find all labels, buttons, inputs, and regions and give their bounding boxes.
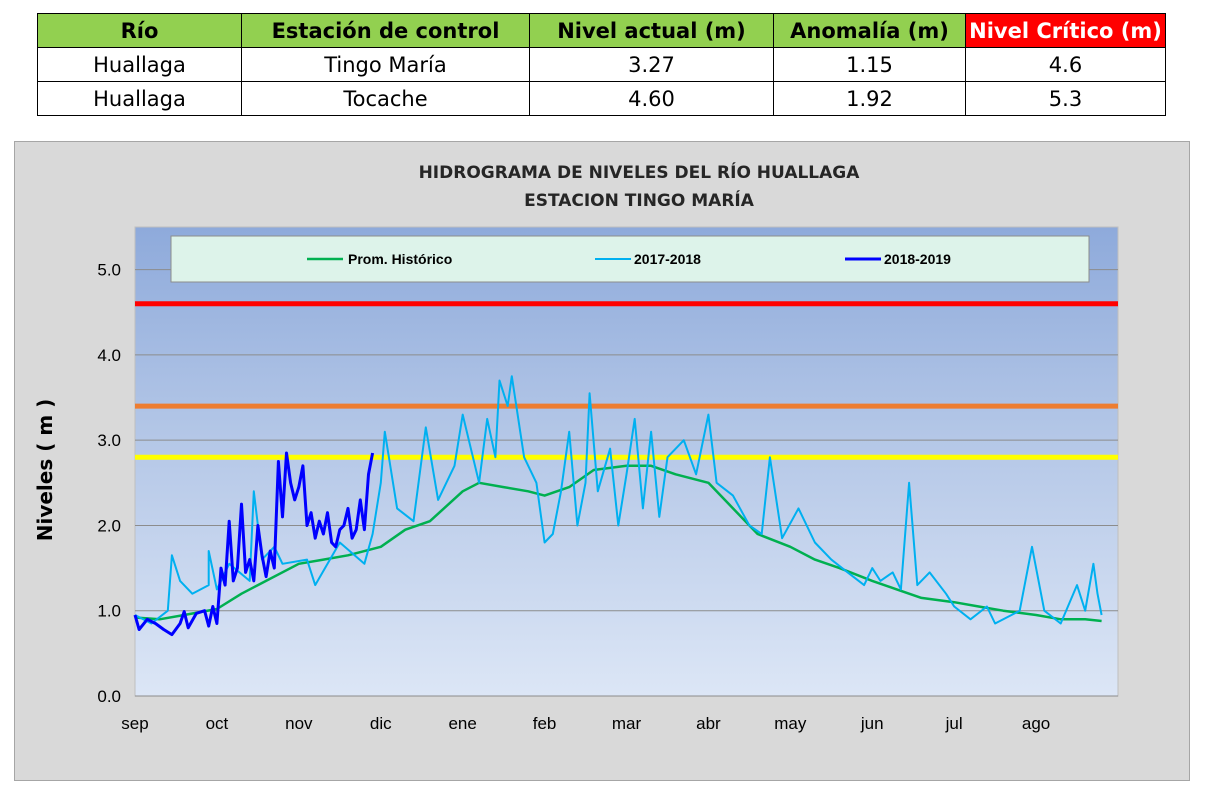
- header-critical-level: Nivel Crítico (m): [965, 13, 1166, 48]
- series-line: [133, 451, 375, 637]
- cell-critical-level: 5.3: [965, 81, 1166, 116]
- cell-critical-level: 4.6: [965, 47, 1166, 82]
- y-tick-label: 1.0: [97, 602, 121, 621]
- plot-area: [134, 226, 1119, 697]
- legend: Prom. Histórico 2017-2018 2018-2019: [170, 235, 1090, 283]
- x-tick-label: nov: [285, 714, 313, 733]
- cell-current-level: 4.60: [529, 81, 774, 116]
- y-tick-label: 4.0: [97, 346, 121, 365]
- legend-label-2017-2018: 2017-2018: [634, 251, 701, 267]
- y-tick-label: 3.0: [97, 431, 121, 450]
- chart-title-line-1: HIDROGRAMA DE NIVELES DEL RÍO HUALLAGA: [419, 161, 861, 183]
- cell-current-level: 3.27: [529, 47, 774, 82]
- x-tick-label: oct: [206, 714, 229, 733]
- x-tick-label: abr: [696, 714, 721, 733]
- x-tick-label: ene: [448, 714, 476, 733]
- hydrograph-chart: HIDROGRAMA DE NIVELES DEL RÍO HUALLAGA E…: [33, 161, 1119, 733]
- x-tick-label: ago: [1022, 714, 1050, 733]
- y-tick-label: 2.0: [97, 516, 121, 535]
- cell-river: Huallaga: [37, 81, 242, 116]
- header-station: Estación de control: [241, 13, 530, 48]
- cell-anomaly: 1.15: [773, 47, 966, 82]
- x-tick-label: may: [774, 714, 807, 733]
- header-river: Río: [37, 13, 242, 48]
- x-tick-label: jul: [945, 714, 963, 733]
- cell-anomaly: 1.92: [773, 81, 966, 116]
- x-axis-ticks: sep oct nov dic ene feb mar abr may jun jul ago: [121, 714, 1050, 733]
- table-row: Huallaga Tocache 4.60 1.92 5.3: [37, 81, 1166, 116]
- summary-table: Río Estación de control Nivel actual (m)…: [37, 13, 1166, 116]
- header-current-level: Nivel actual (m): [529, 13, 774, 48]
- series-lines: [133, 375, 1103, 637]
- threshold-lines: [135, 301, 1118, 460]
- y-axis-label: Niveles ( m ): [33, 399, 57, 542]
- table-row: Huallaga Tingo María 3.27 1.15 4.6: [37, 47, 1166, 82]
- legend-label-historic: Prom. Histórico: [348, 251, 452, 267]
- chart-title-line-2: ESTACION TINGO MARÍA: [524, 189, 755, 211]
- cell-river: Huallaga: [37, 47, 242, 82]
- y-tick-label: 5.0: [97, 261, 121, 280]
- y-axis-ticks: 0.0 1.0 2.0 3.0 4.0 5.0: [97, 261, 121, 706]
- x-tick-label: sep: [121, 714, 148, 733]
- header-anomaly: Anomalía (m): [773, 13, 966, 48]
- series-line: [134, 464, 1102, 623]
- x-tick-label: dic: [370, 714, 392, 733]
- x-tick-label: mar: [612, 714, 642, 733]
- x-tick-label: feb: [533, 714, 557, 733]
- table-header-row: Río Estación de control Nivel actual (m)…: [37, 13, 1166, 48]
- cell-station: Tingo María: [241, 47, 530, 82]
- chart-area: HIDROGRAMA DE NIVELES DEL RÍO HUALLAGA E…: [14, 141, 1190, 781]
- x-tick-label: jun: [860, 714, 884, 733]
- legend-label-2018-2019: 2018-2019: [884, 251, 951, 267]
- y-tick-label: 0.0: [97, 687, 121, 706]
- series-line: [134, 375, 1103, 625]
- cell-station: Tocache: [241, 81, 530, 116]
